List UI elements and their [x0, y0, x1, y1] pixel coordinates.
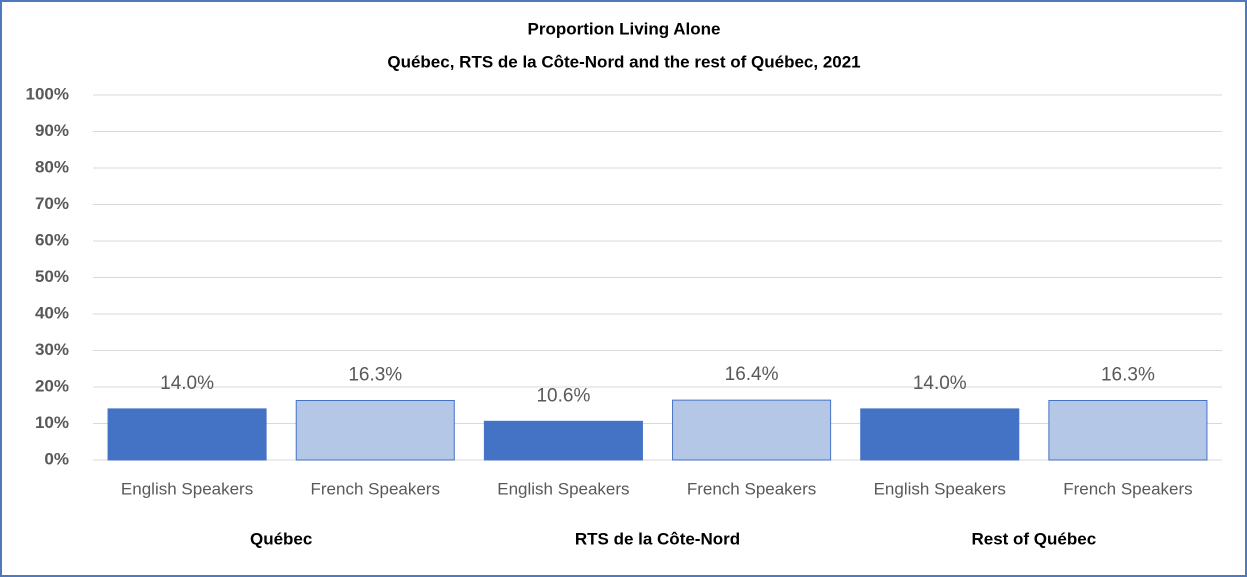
- data-label: 16.3%: [1101, 365, 1155, 386]
- bar: [860, 408, 1020, 461]
- bar: [107, 408, 267, 461]
- chart-title: Proportion Living Alone: [528, 19, 721, 38]
- bar: [1048, 400, 1208, 461]
- y-tick-label: 70%: [35, 194, 69, 213]
- data-label: 16.3%: [348, 365, 402, 386]
- y-tick-label: 90%: [35, 121, 69, 140]
- x-tick-label: English Speakers: [874, 479, 1006, 498]
- y-tick-label: 40%: [35, 303, 69, 322]
- bar: [483, 420, 643, 461]
- y-tick-label: 50%: [35, 267, 69, 286]
- x-tick-label: French Speakers: [687, 479, 816, 498]
- group-label: Québec: [250, 529, 312, 548]
- y-tick-label: 10%: [35, 413, 69, 432]
- x-tick-label: English Speakers: [497, 479, 629, 498]
- bar: [295, 400, 455, 461]
- x-tick-label: English Speakers: [121, 479, 253, 498]
- x-tick-label: French Speakers: [311, 479, 440, 498]
- y-tick-label: 20%: [35, 376, 69, 395]
- y-tick-label: 60%: [35, 230, 69, 249]
- group-label: RTS de la Côte-Nord: [575, 529, 740, 548]
- bar: [672, 399, 832, 461]
- data-label: 10.6%: [536, 385, 590, 406]
- chart-subtitle: Québec, RTS de la Côte-Nord and the rest…: [387, 52, 860, 71]
- y-tick-label: 80%: [35, 157, 69, 176]
- y-tick-label: 30%: [35, 340, 69, 359]
- data-label: 14.0%: [160, 373, 214, 394]
- x-tick-label: French Speakers: [1063, 479, 1192, 498]
- y-tick-label: 100%: [26, 84, 69, 103]
- group-label: Rest of Québec: [971, 529, 1096, 548]
- data-label: 16.4%: [725, 364, 779, 385]
- y-tick-label: 0%: [44, 449, 69, 468]
- data-label: 14.0%: [913, 373, 967, 394]
